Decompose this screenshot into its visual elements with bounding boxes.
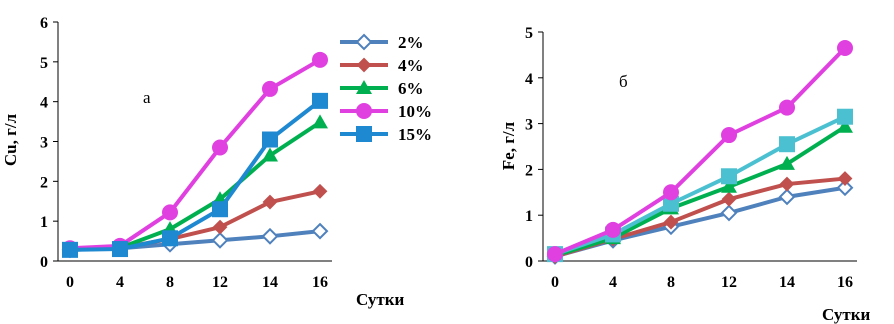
legend-10pct-label: 10% (398, 102, 432, 121)
x-tick-label: 8 (166, 274, 174, 291)
series-4pct-marker (663, 214, 679, 230)
series-10pct-marker (605, 221, 621, 238)
series-10pct (547, 40, 853, 263)
x-axis-label: Сутки (822, 305, 870, 324)
series-15pct-marker (212, 201, 228, 218)
legend-6pct-label: 6% (398, 79, 424, 98)
legend: 2% 4% 6% 10% 15% (340, 33, 432, 144)
series-15pct-marker (312, 92, 328, 109)
x-tick-label: 12 (721, 274, 737, 291)
series-10pct-marker (212, 139, 228, 156)
series-4pct-marker (837, 171, 853, 186)
y-tick-label: 5 (525, 25, 533, 42)
series-10pct-marker (721, 127, 737, 144)
x-tick-label: 0 (66, 274, 74, 291)
series-10pct-marker (547, 246, 563, 263)
y-tick-label: 5 (40, 55, 48, 72)
x-tick-label: 0 (551, 274, 559, 291)
series-4pct-marker (721, 191, 737, 207)
series-2pct-marker (311, 222, 329, 240)
series-10pct-marker (312, 51, 328, 68)
y-tick-label: 4 (525, 71, 533, 88)
series-10pct-marker (837, 40, 853, 57)
x-tick-label: 14 (779, 274, 795, 291)
series-15pct-marker (779, 136, 795, 153)
x-tick-label: 4 (609, 274, 617, 291)
y-tick-label: 4 (40, 95, 48, 112)
series-15pct-marker (62, 241, 78, 258)
series-15pct-marker (162, 230, 178, 247)
series-4pct-marker (779, 176, 795, 192)
y-tick-label: 1 (525, 208, 533, 225)
series-6pct-marker (837, 118, 853, 133)
series-6pct-line (69, 120, 322, 252)
series-15pct-marker (837, 108, 853, 125)
legend-2pct-label: 2% (398, 33, 424, 52)
panel-label: а (143, 88, 151, 107)
series-10pct-marker (779, 99, 795, 116)
series-15pct-marker (112, 241, 128, 258)
series-2pct-marker (720, 204, 738, 222)
series-15pct (62, 92, 328, 258)
series-10pct-marker (262, 80, 278, 97)
x-tick-label: 16 (312, 274, 328, 291)
legend-10pct-marker (356, 103, 372, 119)
x-tick-label: 8 (667, 274, 675, 291)
series-15pct (547, 108, 853, 263)
series-4pct-marker (212, 219, 228, 235)
y-axis-label: Fe, г/л (499, 121, 518, 170)
series-2pct-marker (836, 179, 854, 197)
panel-label: б (619, 72, 628, 91)
series-10pct-marker (663, 184, 679, 201)
series-10pct-line (554, 46, 847, 256)
legend-15pct-marker (356, 126, 372, 142)
legend-2pct-marker (355, 33, 373, 51)
series-15pct-marker (663, 195, 679, 212)
x-tick-label: 12 (212, 274, 228, 291)
series-4pct-marker (312, 183, 328, 199)
y-tick-label: 0 (525, 254, 533, 271)
series-15pct-line (69, 99, 322, 252)
series-4pct-marker (262, 194, 278, 210)
x-axis-label: Сутки (356, 290, 404, 309)
legend-4pct-label: 4% (398, 56, 424, 75)
x-tick-label: 16 (837, 274, 853, 291)
series-4pct (547, 171, 853, 264)
series-6pct-marker (721, 178, 737, 193)
y-tick-label: 2 (525, 162, 533, 179)
y-tick-label: 6 (40, 15, 48, 32)
series-2pct-marker (778, 188, 796, 206)
x-tick-label: 14 (262, 274, 278, 291)
y-tick-label: 0 (40, 254, 48, 271)
y-tick-label: 3 (525, 117, 533, 134)
legend-6pct-marker (356, 80, 372, 94)
series-10pct-marker (162, 204, 178, 221)
series-15pct-line (554, 114, 846, 257)
series-2pct (546, 179, 854, 265)
series-6pct-line (554, 125, 847, 258)
y-axis-label: Cu, г/л (1, 113, 20, 166)
series-15pct-marker (721, 168, 737, 185)
series-2pct (61, 222, 329, 259)
y-tick-label: 3 (40, 135, 48, 152)
legend-4pct-marker (356, 57, 372, 73)
legend-15pct-label: 15% (398, 125, 432, 144)
series-2pct-marker (211, 231, 229, 249)
series-15pct-marker (262, 131, 278, 148)
x-tick-label: 4 (116, 274, 124, 291)
series-2pct-marker (261, 227, 279, 245)
series-6pct-marker (262, 147, 278, 162)
y-tick-label: 1 (40, 214, 48, 231)
y-tick-label: 2 (40, 174, 48, 191)
series-6pct-marker (312, 114, 328, 129)
series-6pct-marker (779, 155, 795, 170)
series-10pct-line (69, 58, 322, 251)
